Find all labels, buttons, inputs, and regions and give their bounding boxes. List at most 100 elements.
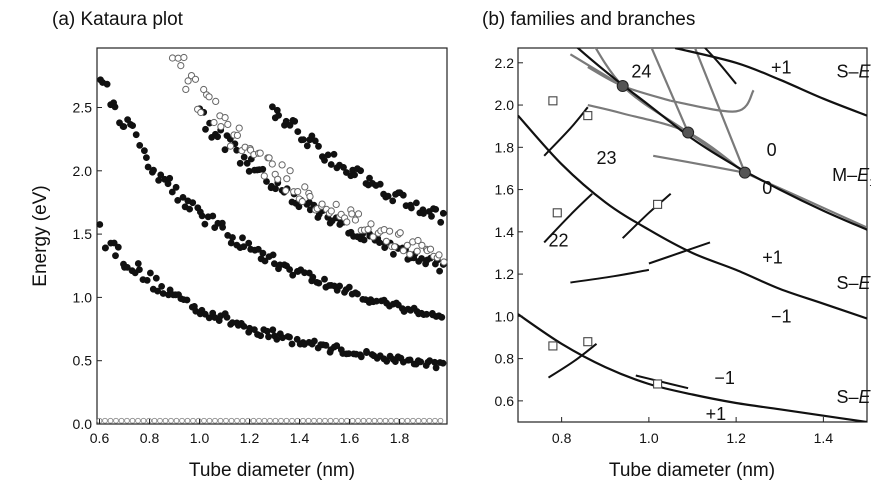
envelope-curve — [518, 114, 867, 320]
semiconducting-point — [376, 180, 384, 188]
metallic-point — [440, 258, 448, 266]
envelope-curve — [674, 48, 867, 117]
semiconducting-point — [229, 234, 236, 241]
metallic-point — [282, 187, 290, 195]
metallic-point — [210, 118, 218, 127]
semiconducting-point — [275, 112, 282, 119]
baseline-point — [272, 417, 279, 424]
semiconducting-point — [295, 203, 303, 211]
panel-a-x-ticks: 0.6 0.8 1.0 1.2 1.4 1.6 1.8 — [90, 419, 410, 446]
family-connector-line — [569, 53, 624, 87]
annotation-label: +1 — [762, 248, 783, 268]
x-tick-label: 1.6 — [340, 430, 360, 446]
semiconducting-point — [272, 185, 279, 193]
semiconducting-point — [227, 239, 235, 247]
baseline-point — [437, 417, 444, 424]
semiconducting-point — [321, 156, 328, 164]
semiconducting-point — [198, 212, 206, 220]
semiconducting-point — [240, 322, 248, 330]
semiconducting-point — [136, 141, 144, 149]
family-connector-line — [650, 48, 690, 133]
metallic-point — [414, 236, 422, 245]
baseline-point — [338, 417, 345, 424]
metallic-point — [182, 85, 190, 94]
annotation-label: −1 — [771, 307, 792, 327]
semiconducting-point — [333, 342, 341, 350]
baseline-point — [432, 417, 438, 424]
baseline-point — [421, 417, 427, 424]
y-tick-label: 2.2 — [495, 55, 515, 71]
semiconducting-point — [114, 243, 122, 251]
x-tick-label: 1.8 — [390, 430, 410, 446]
semiconducting-point — [166, 174, 174, 182]
semiconducting-point — [140, 147, 148, 155]
panel-b-y-ticks: 0.6 0.8 1.0 1.2 1.4 1.6 1.8 2.0 2.2 — [495, 55, 523, 409]
metallic-point — [221, 114, 229, 122]
y-tick-label: 1.0 — [495, 308, 515, 324]
annotation-label: S–E11 — [836, 387, 871, 411]
baseline-point — [250, 417, 257, 424]
baseline-point — [289, 417, 295, 424]
annotation-label: 24 — [631, 62, 651, 82]
baseline-point — [256, 417, 262, 424]
baseline-point — [305, 417, 312, 424]
metallic-point — [265, 154, 273, 162]
panel-a-y-axis-label: Energy (eV) — [30, 185, 51, 286]
semiconducting-point — [157, 171, 165, 179]
metallic-point — [191, 75, 200, 83]
metallic-point — [217, 123, 225, 131]
annotation-label: 22 — [549, 231, 569, 251]
branch-curve — [703, 48, 737, 85]
semiconducting-point — [354, 290, 361, 298]
baseline-point — [157, 417, 163, 424]
semiconducting-point — [239, 234, 246, 242]
open-square-marker — [583, 337, 593, 347]
semiconducting-point — [311, 137, 319, 145]
semiconducting-point — [360, 236, 368, 244]
semiconducting-point — [102, 244, 109, 252]
annotation-label: S–E33 — [836, 62, 871, 86]
metallic-point — [306, 192, 314, 201]
semiconducting-point — [250, 326, 258, 333]
baseline-point — [415, 417, 422, 424]
metallic-point — [274, 175, 282, 183]
metallic-point — [294, 188, 302, 196]
metallic-point — [226, 142, 235, 150]
metallic-point — [382, 237, 390, 245]
metallic-point — [367, 220, 375, 228]
baseline-point — [107, 417, 114, 424]
semiconducting-point — [240, 243, 248, 251]
baseline-point — [179, 417, 185, 424]
y-tick-label: 1.6 — [495, 182, 515, 198]
panel-b-x-axis-label: Tube diameter (nm) — [609, 460, 775, 481]
semiconducting-point — [134, 260, 142, 267]
metallic-point — [212, 97, 220, 106]
family-connector-line — [693, 48, 746, 174]
baseline-point — [212, 417, 218, 424]
open-square-marker — [548, 341, 558, 351]
semiconducting-point — [282, 117, 290, 125]
semiconducting-point — [423, 310, 430, 318]
semiconducting-point — [321, 275, 328, 283]
semiconducting-point — [129, 122, 136, 129]
semiconducting-point — [308, 132, 316, 140]
annotation-label: 23 — [597, 148, 617, 168]
metallic-point — [200, 85, 208, 94]
panel-b-curves — [518, 48, 867, 422]
semiconducting-point — [309, 273, 317, 281]
metallic-point — [184, 77, 192, 85]
baseline-point — [228, 417, 235, 424]
envelope-curve — [576, 48, 867, 231]
metallic-point — [283, 175, 291, 183]
panel-b-markers — [548, 80, 751, 389]
metallic-point — [256, 149, 264, 157]
metallic-point — [413, 247, 421, 255]
metallic-point — [399, 247, 407, 255]
semiconducting-point — [265, 333, 272, 341]
semiconducting-point — [407, 204, 415, 212]
semiconducting-point — [439, 359, 447, 367]
baseline-point — [223, 417, 229, 424]
metallic-point — [224, 120, 232, 129]
y-tick-label: 1.2 — [495, 266, 515, 282]
branch-curve — [547, 343, 598, 379]
